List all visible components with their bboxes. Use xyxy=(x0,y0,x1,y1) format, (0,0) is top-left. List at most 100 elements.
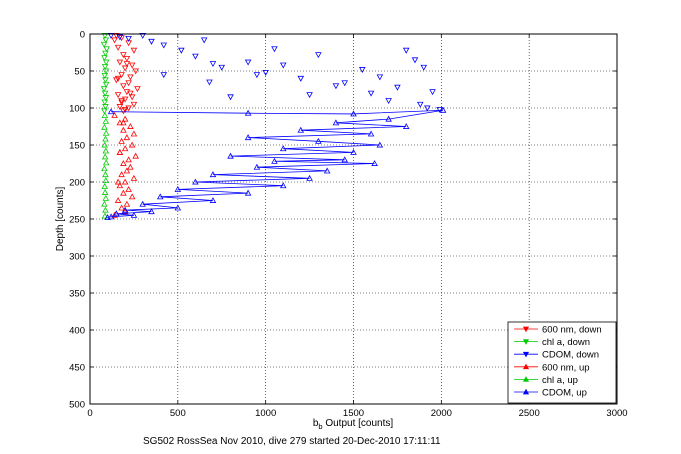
data-point xyxy=(130,101,138,108)
data-point xyxy=(206,79,213,86)
data-point xyxy=(125,156,132,163)
data-point xyxy=(132,68,139,75)
x-tick-label: 500 xyxy=(170,408,186,419)
series-cdom-up xyxy=(104,106,447,221)
data-point xyxy=(102,117,110,124)
data-point xyxy=(123,55,131,62)
x-tick-label: 2500 xyxy=(519,408,540,419)
data-point xyxy=(120,160,127,166)
data-point xyxy=(101,165,108,172)
data-point xyxy=(130,174,138,181)
data-point xyxy=(114,75,122,82)
data-point xyxy=(114,44,122,51)
data-point xyxy=(376,74,384,81)
data-point xyxy=(121,206,129,213)
data-point xyxy=(101,90,109,97)
data-point xyxy=(118,137,125,144)
data-point xyxy=(279,62,287,69)
data-point xyxy=(102,68,110,75)
y-tick-label: 0 xyxy=(80,30,85,41)
data-point xyxy=(101,64,109,70)
data-point xyxy=(102,177,110,184)
data-point xyxy=(101,212,109,219)
data-point xyxy=(102,206,109,213)
data-point xyxy=(420,64,428,71)
data-point xyxy=(127,90,134,97)
data-point xyxy=(402,123,410,129)
data-point xyxy=(101,111,109,118)
data-point xyxy=(279,145,287,152)
series-layer xyxy=(100,33,447,221)
y-tick-label: 500 xyxy=(69,400,85,411)
data-point xyxy=(367,90,375,97)
legend-swatch-marker xyxy=(522,376,530,382)
data-point xyxy=(134,86,141,93)
data-point xyxy=(118,204,125,211)
series-cdom-down xyxy=(107,33,443,113)
x-tick-label: 3000 xyxy=(606,408,627,419)
data-point xyxy=(118,98,125,105)
y-tick-label: 400 xyxy=(69,326,85,337)
data-point xyxy=(102,194,110,201)
data-point xyxy=(107,33,115,39)
data-point xyxy=(100,86,108,93)
data-point xyxy=(128,94,136,101)
data-point xyxy=(113,210,120,217)
data-point xyxy=(102,37,110,44)
data-point xyxy=(102,171,109,178)
data-point xyxy=(323,167,331,174)
data-point xyxy=(244,109,252,116)
data-point xyxy=(116,104,124,110)
data-point xyxy=(439,106,447,113)
data-point xyxy=(130,211,138,218)
data-point xyxy=(118,171,125,178)
data-point xyxy=(120,126,127,133)
data-point xyxy=(100,41,108,48)
data-point xyxy=(123,200,131,207)
data-point xyxy=(118,72,125,79)
data-point xyxy=(116,182,124,189)
legend-swatch-marker xyxy=(522,339,530,345)
data-point xyxy=(315,52,322,59)
data-point xyxy=(111,37,118,44)
data-point xyxy=(102,104,109,110)
data-point xyxy=(148,38,155,45)
data-point xyxy=(111,211,118,218)
data-point xyxy=(253,72,261,79)
data-point xyxy=(402,47,410,54)
data-point xyxy=(271,157,278,164)
data-point xyxy=(116,59,124,66)
data-point xyxy=(102,59,110,66)
legend-swatch-marker xyxy=(522,388,530,395)
data-point xyxy=(209,197,217,203)
data-point xyxy=(376,141,384,148)
data-point xyxy=(127,74,134,81)
data-point xyxy=(227,94,234,101)
data-point xyxy=(121,208,129,215)
data-point xyxy=(385,98,392,105)
y-tick-label: 350 xyxy=(69,289,85,300)
y-tick-label: 100 xyxy=(69,104,85,115)
data-point xyxy=(244,59,252,66)
data-point xyxy=(315,137,322,144)
data-point xyxy=(101,141,109,148)
legend-entry-label: 600 nm, up xyxy=(542,362,590,373)
data-point xyxy=(332,83,340,90)
data-point xyxy=(367,130,375,137)
data-point xyxy=(101,153,109,160)
data-point xyxy=(253,163,261,170)
data-point xyxy=(101,99,109,106)
data-point xyxy=(102,159,110,166)
data-point xyxy=(107,213,115,220)
data-point xyxy=(107,108,115,115)
data-point xyxy=(385,115,392,122)
data-point xyxy=(125,185,132,192)
data-point xyxy=(102,77,109,84)
y-axis-label: Depth [counts] xyxy=(55,187,66,252)
data-point xyxy=(114,92,122,99)
data-point xyxy=(102,129,110,136)
data-point xyxy=(279,182,287,189)
data-point xyxy=(128,141,136,148)
data-point xyxy=(332,119,340,126)
data-point xyxy=(101,188,109,195)
